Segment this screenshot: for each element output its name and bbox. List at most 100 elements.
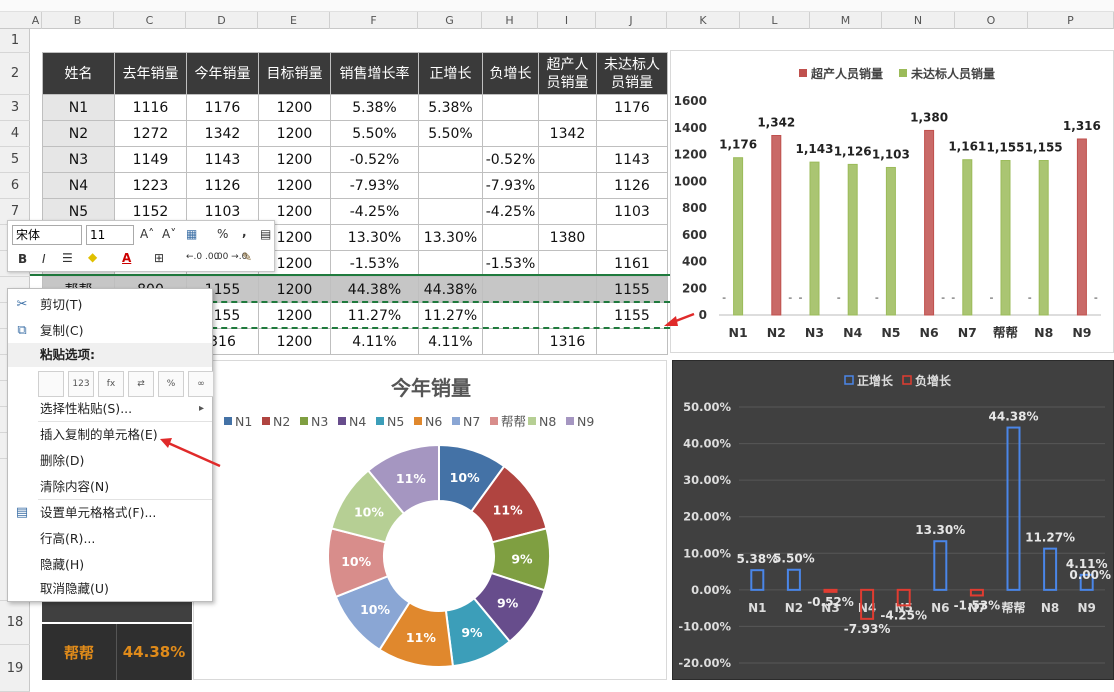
table-cell[interactable] [482,94,539,121]
bar[interactable] [1006,426,1021,591]
bar[interactable] [969,588,984,597]
column-heading[interactable]: 未达标人员销量 [596,52,668,95]
menu-item[interactable]: ✂ 剪切(T) [8,293,212,317]
column-header-a[interactable]: A [30,12,42,29]
table-cell[interactable]: 1223 [114,172,187,199]
menu-item[interactable]: 清除内容(N) [8,475,212,499]
table-cell[interactable]: 1272 [114,120,187,147]
table-cell[interactable] [482,328,539,355]
column-heading[interactable]: 姓名 [42,52,115,95]
fill-color-icon[interactable]: ◆ [88,250,98,264]
bar[interactable] [1079,573,1094,591]
table-cell[interactable] [538,94,597,121]
menu-item[interactable]: ⧉ 复制(C) [8,319,212,343]
table-cell[interactable]: 1200 [258,276,331,303]
align-center-icon[interactable]: ☰ [62,251,73,265]
table-cell[interactable]: -7.93% [482,172,539,199]
bar[interactable] [1076,138,1087,316]
table-cell[interactable]: 13.30% [418,224,483,251]
growth-chart[interactable]: -20.00% -10.00% 0.00% 10.00% 20.00% 30.00% 40.… [672,360,1114,680]
table-cell[interactable]: 13.30% [330,224,419,251]
paste-option-icon[interactable]: ⇄ [128,371,154,397]
column-heading[interactable]: 正增长 [418,52,483,95]
bar[interactable] [1043,547,1058,591]
table-cell[interactable] [418,198,483,225]
borders-icon[interactable]: ⊞ [154,251,165,265]
column-heading[interactable]: 销售增长率 [330,52,419,95]
table-cell[interactable]: 4.11% [418,328,483,355]
bar[interactable] [823,588,838,593]
table-cell[interactable]: N3 [42,146,115,173]
table-cell[interactable]: 1200 [258,328,331,355]
table-cell[interactable]: 1200 [258,146,331,173]
row-header[interactable]: 3 [0,95,30,121]
increase-font-icon[interactable]: A˄ [140,227,155,241]
table-cell[interactable] [418,250,483,277]
column-header-e[interactable]: E [258,12,330,29]
table-cell[interactable] [538,250,597,277]
table-cell[interactable]: 1143 [186,146,259,173]
table-cell[interactable]: -0.52% [482,146,539,173]
table-cell[interactable]: 5.38% [418,94,483,121]
menu-item[interactable]: ▤ 设置单元格格式(F)... [8,501,212,525]
font-size-select[interactable]: 11 [86,225,134,245]
table-cell[interactable]: 1155 [596,302,668,329]
table-cell[interactable]: -0.52% [330,146,419,173]
column-heading[interactable]: 去年销量 [114,52,187,95]
column-header-p[interactable]: P [1028,12,1114,29]
column-header-i[interactable]: I [538,12,596,29]
table-cell[interactable]: 1342 [186,120,259,147]
table-cell[interactable]: 1149 [114,146,187,173]
table-cell[interactable] [482,302,539,329]
row-header[interactable]: 2 [0,53,30,95]
column-header-m[interactable]: M [810,12,882,29]
table-cell[interactable]: 11.27% [330,302,419,329]
paste-option-icon[interactable]: 123 [68,371,94,397]
font-name-select[interactable]: 宋体 [12,225,82,245]
menu-item[interactable]: 取消隐藏(U) [8,577,212,601]
bar[interactable] [924,129,935,316]
menu-item[interactable]: 插入复制的单元格(E) [8,423,212,447]
bar[interactable] [750,569,765,591]
table-cell[interactable]: 1161 [596,250,668,277]
italic-button[interactable]: I [42,252,46,266]
bar[interactable] [847,163,858,316]
table-cell[interactable]: -4.25% [330,198,419,225]
column-header-o[interactable]: O [955,12,1028,29]
row-header[interactable]: 4 [0,121,30,147]
table-cell[interactable]: 1316 [538,328,597,355]
donut-chart-sales[interactable]: 今年销量 N1 N2 N3 N4 N5 N6 N7 帮帮 N8 N9 10% 11% 9% 9% 9% 11% 1… [193,360,667,680]
row-header[interactable]: 18 [0,601,30,645]
column-header-g[interactable]: G [418,12,482,29]
menu-item[interactable]: 选择性粘贴(S)... ▸ [8,397,212,421]
pie-slice[interactable] [366,443,440,516]
paste-option-icon[interactable]: % [158,371,184,397]
bar[interactable] [896,588,911,607]
table-cell[interactable]: 4.11% [330,328,419,355]
bar[interactable] [809,161,820,316]
increase-decimal-icon[interactable]: ←.0 .00 [186,252,220,262]
column-heading[interactable]: 今年销量 [186,52,259,95]
table-cell[interactable]: 1200 [258,94,331,121]
column-header-f[interactable]: F [330,12,418,29]
table-cell[interactable] [596,328,668,355]
decrease-decimal-icon[interactable]: .00 →.0 [214,252,248,262]
decrease-font-icon[interactable]: A˅ [162,227,177,241]
table-cell[interactable]: 1126 [596,172,668,199]
row-header[interactable]: 5 [0,147,30,173]
table-cell[interactable] [596,224,668,251]
bar[interactable] [733,157,744,316]
table-cell[interactable]: 5.50% [418,120,483,147]
table-cell[interactable]: -1.53% [482,250,539,277]
table-cell[interactable] [482,224,539,251]
table-cell[interactable]: 1103 [596,198,668,225]
bar[interactable] [962,159,973,316]
table-cell[interactable]: 5.50% [330,120,419,147]
bar[interactable] [771,135,782,316]
column-header-j[interactable]: J [596,12,667,29]
row-header[interactable]: 6 [0,173,30,199]
row-header[interactable] [0,251,30,277]
table-cell[interactable]: 1200 [258,302,331,329]
table-cell[interactable]: 1342 [538,120,597,147]
table-cell[interactable] [418,172,483,199]
